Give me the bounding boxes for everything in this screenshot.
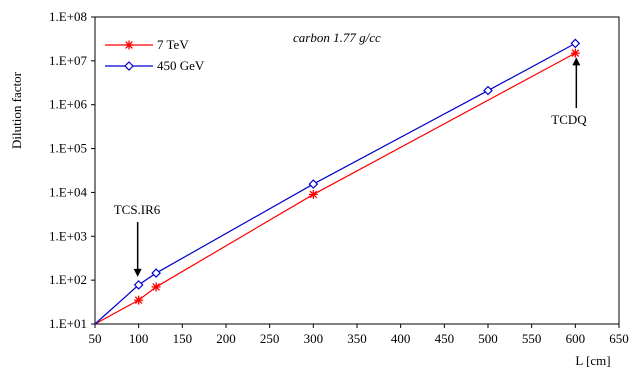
y-tick-label: 1.E+07: [49, 53, 88, 68]
y-tick-label: 1.E+05: [49, 141, 87, 156]
diamond-shape: [124, 61, 134, 71]
diamond-shape: [570, 38, 581, 49]
asterisk-marker: [308, 189, 318, 199]
diamond-marker: [151, 268, 161, 278]
asterisk-stroke: [152, 283, 160, 291]
x-tick-label: 550: [522, 331, 542, 346]
legend: 7 TeV 450 GeV: [105, 37, 205, 73]
asterisk-marker: [134, 295, 144, 305]
x-tick-label: 200: [216, 331, 236, 346]
diamond-shape: [308, 179, 319, 189]
series-line-1: [94, 52, 576, 325]
diamond-marker: [133, 280, 144, 290]
diamond-marker: [308, 179, 319, 189]
annotations: carbon 1.77 g/cc TCS.IR6 TCDQ: [114, 30, 587, 277]
x-tick-label: 350: [347, 331, 367, 346]
axes: [91, 16, 620, 328]
tcdq-label: TCDQ: [551, 112, 587, 127]
y-axis-label: Dilution factor: [9, 71, 24, 149]
y-tick-label: 1.E+08: [49, 9, 87, 24]
y-tick-label: 1.E+02: [49, 272, 87, 287]
diamond-shape: [483, 85, 493, 96]
diamond-marker: [124, 61, 134, 71]
x-tick-label: 300: [304, 331, 324, 346]
x-tick-label: 400: [391, 331, 411, 346]
legend-entry-label: 450 GeV: [157, 58, 205, 73]
x-tick-label: 500: [478, 331, 498, 346]
asterisk-stroke: [125, 41, 133, 49]
y-tick-label: 1.E+03: [49, 228, 87, 243]
x-tick-label: 600: [566, 331, 586, 346]
asterisk-marker: [151, 282, 161, 292]
asterisk-marker: [124, 40, 134, 50]
legend-entry-label: 7 TeV: [157, 37, 189, 52]
x-tick-label: 450: [435, 331, 455, 346]
y-tick-label: 1.E+01: [49, 316, 87, 331]
diamond-shape: [133, 280, 144, 290]
asterisk-stroke: [134, 296, 143, 304]
y-tick-label: 1.E+04: [49, 184, 88, 199]
tcs-ir6-arrowhead: [133, 268, 142, 277]
diamond-marker: [570, 38, 581, 49]
series-line-2: [94, 42, 576, 325]
asterisk-marker: [570, 48, 580, 58]
x-tick-label: 150: [173, 331, 193, 346]
x-axis-label: L [cm]: [575, 353, 610, 368]
tcdq-arrowhead: [572, 57, 581, 66]
x-tick-label: 250: [260, 331, 280, 346]
tcs-ir6-label: TCS.IR6: [114, 202, 161, 217]
y-tick-label: 1.E+06: [49, 97, 88, 112]
series-lines: [94, 42, 576, 325]
x-tick-label: 50: [89, 331, 102, 346]
material-annotation: carbon 1.77 g/cc: [293, 30, 381, 45]
asterisk-stroke: [309, 190, 318, 199]
tick-labels: 50 100 150 200 250 300 350 400 450 500 550 600 650 1.…: [49, 9, 629, 346]
diamond-shape: [151, 268, 161, 278]
x-tick-label: 100: [129, 331, 149, 346]
series-markers: [133, 38, 581, 305]
x-tick-label: 650: [609, 331, 629, 346]
asterisk-stroke: [571, 49, 580, 57]
diamond-marker: [483, 85, 493, 96]
